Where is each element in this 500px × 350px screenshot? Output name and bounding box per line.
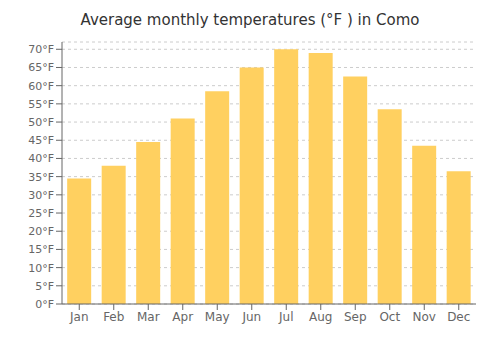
- svg-text:Nov: Nov: [413, 310, 436, 324]
- svg-text:Jul: Jul: [278, 310, 293, 324]
- svg-text:Mar: Mar: [137, 310, 160, 324]
- svg-text:70°F: 70°F: [28, 43, 54, 56]
- svg-text:Dec: Dec: [447, 310, 470, 324]
- html-text:Average monthly temperatures (: Average monthly temperatures (°F ) in Co…: [80, 11, 420, 29]
- svg-text:May: May: [205, 310, 230, 324]
- svg-text:5°F: 5°F: [35, 280, 54, 293]
- svg-text:50°F: 50°F: [28, 116, 54, 129]
- svg-text:Sep: Sep: [344, 310, 367, 324]
- svg-text:60°F: 60°F: [28, 80, 54, 93]
- svg-text:Jan: Jan: [69, 310, 89, 324]
- svg-text:55°F: 55°F: [28, 98, 54, 111]
- svg-text:0°F: 0°F: [35, 298, 54, 311]
- svg-text:25°F: 25°F: [28, 207, 54, 220]
- svg-text:65°F: 65°F: [28, 61, 54, 74]
- svg-text:45°F: 45°F: [28, 134, 54, 147]
- svg-text:Apr: Apr: [172, 310, 193, 324]
- svg-text:40°F: 40°F: [28, 152, 54, 165]
- svg-text:35°F: 35°F: [28, 171, 54, 184]
- svg-text:Oct: Oct: [379, 310, 400, 324]
- svg-text:Aug: Aug: [309, 310, 332, 324]
- svg-text:10°F: 10°F: [28, 262, 54, 275]
- svg-text:15°F: 15°F: [28, 243, 54, 256]
- svg-text:30°F: 30°F: [28, 189, 54, 202]
- svg-text:20°F: 20°F: [28, 225, 54, 238]
- svg-text:Jun: Jun: [241, 310, 261, 324]
- svg-text:Feb: Feb: [103, 310, 124, 324]
